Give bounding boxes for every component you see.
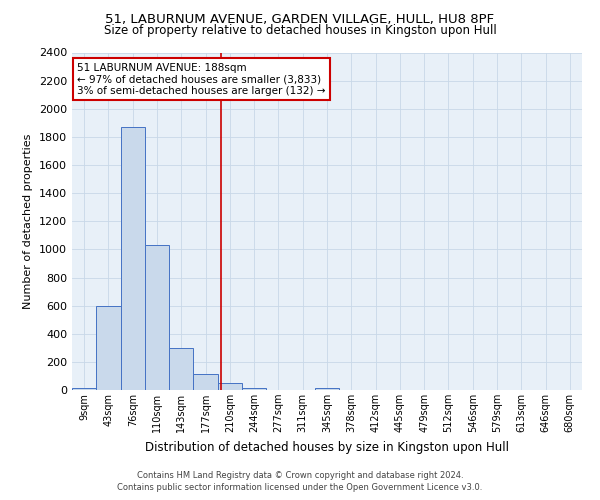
Text: 51 LABURNUM AVENUE: 188sqm
← 97% of detached houses are smaller (3,833)
3% of se: 51 LABURNUM AVENUE: 188sqm ← 97% of deta… [77,62,326,96]
Y-axis label: Number of detached properties: Number of detached properties [23,134,34,309]
Text: 51, LABURNUM AVENUE, GARDEN VILLAGE, HULL, HU8 8PF: 51, LABURNUM AVENUE, GARDEN VILLAGE, HUL… [106,12,494,26]
X-axis label: Distribution of detached houses by size in Kingston upon Hull: Distribution of detached houses by size … [145,440,509,454]
Bar [315,388,339,390]
Bar [242,388,266,390]
Bar [121,127,145,390]
Bar [169,348,193,390]
Bar [72,388,96,390]
Text: Contains HM Land Registry data © Crown copyright and database right 2024.
Contai: Contains HM Land Registry data © Crown c… [118,471,482,492]
Bar [96,306,121,390]
Bar [218,383,242,390]
Text: Size of property relative to detached houses in Kingston upon Hull: Size of property relative to detached ho… [104,24,496,37]
Bar [193,374,218,390]
Bar [145,245,169,390]
